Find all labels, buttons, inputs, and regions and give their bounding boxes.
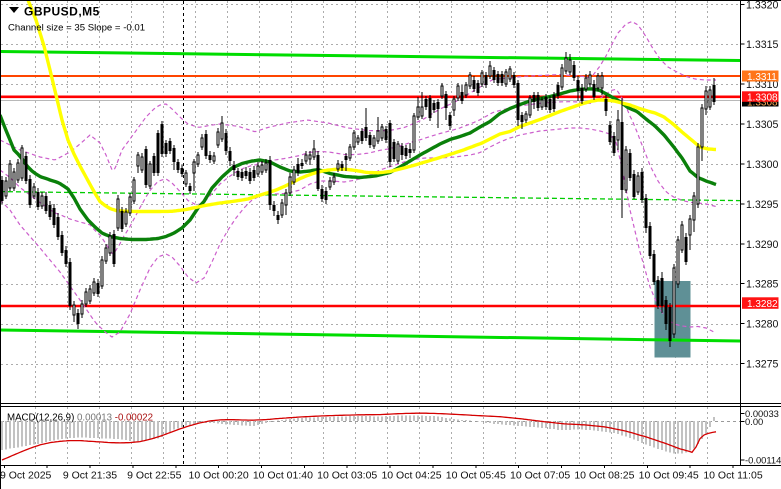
svg-text:GBPUSD,M5: GBPUSD,M5: [24, 5, 100, 19]
svg-text:10 Oct 07:05: 10 Oct 07:05: [510, 470, 570, 482]
svg-text:1.3305: 1.3305: [746, 119, 779, 131]
svg-text:1.3300: 1.3300: [746, 159, 779, 171]
svg-text:1.3311: 1.3311: [747, 72, 777, 83]
svg-text:9 Oct 22:55: 9 Oct 22:55: [127, 470, 181, 482]
svg-text:9 Oct 21:35: 9 Oct 21:35: [63, 470, 117, 482]
svg-text:1.3295: 1.3295: [746, 199, 779, 211]
svg-text:10 Oct 03:05: 10 Oct 03:05: [317, 470, 377, 482]
svg-text:10 Oct 04:25: 10 Oct 04:25: [381, 470, 441, 482]
svg-text:1.3320: 1.3320: [746, 0, 779, 11]
svg-text:1.3290: 1.3290: [746, 239, 779, 251]
svg-text:1.3280: 1.3280: [746, 318, 779, 330]
svg-text:1.3282: 1.3282: [747, 299, 778, 310]
svg-text:1.3315: 1.3315: [746, 39, 779, 51]
svg-text:1.3308: 1.3308: [747, 93, 778, 104]
svg-text:10 Oct 08:25: 10 Oct 08:25: [574, 470, 634, 482]
svg-text:Channel size = 35 Slope = -0.0: Channel size = 35 Slope = -0.01: [8, 23, 145, 34]
svg-text:1.3308: 1.3308: [747, 97, 778, 108]
svg-text:1.3285: 1.3285: [746, 278, 779, 290]
svg-text:10 Oct 09:45: 10 Oct 09:45: [639, 470, 699, 482]
svg-text:MACD(12,26,9) 0.00013 -0.00022: MACD(12,26,9) 0.00013 -0.00022: [7, 413, 153, 424]
svg-text:1.3310: 1.3310: [746, 79, 779, 91]
svg-text:0.00033: 0.00033: [745, 408, 779, 419]
svg-text:10 Oct 01:40: 10 Oct 01:40: [253, 470, 313, 482]
svg-text:1.3275: 1.3275: [746, 358, 779, 370]
svg-text:9 Oct 2025: 9 Oct 2025: [0, 470, 52, 482]
svg-text:10 Oct 00:20: 10 Oct 00:20: [189, 470, 249, 482]
svg-text:10 Oct 11:05: 10 Oct 11:05: [703, 470, 763, 482]
svg-text:0.00: 0.00: [745, 416, 763, 427]
svg-text:10 Oct 05:45: 10 Oct 05:45: [446, 470, 506, 482]
svg-text:-0.00114: -0.00114: [745, 455, 781, 466]
